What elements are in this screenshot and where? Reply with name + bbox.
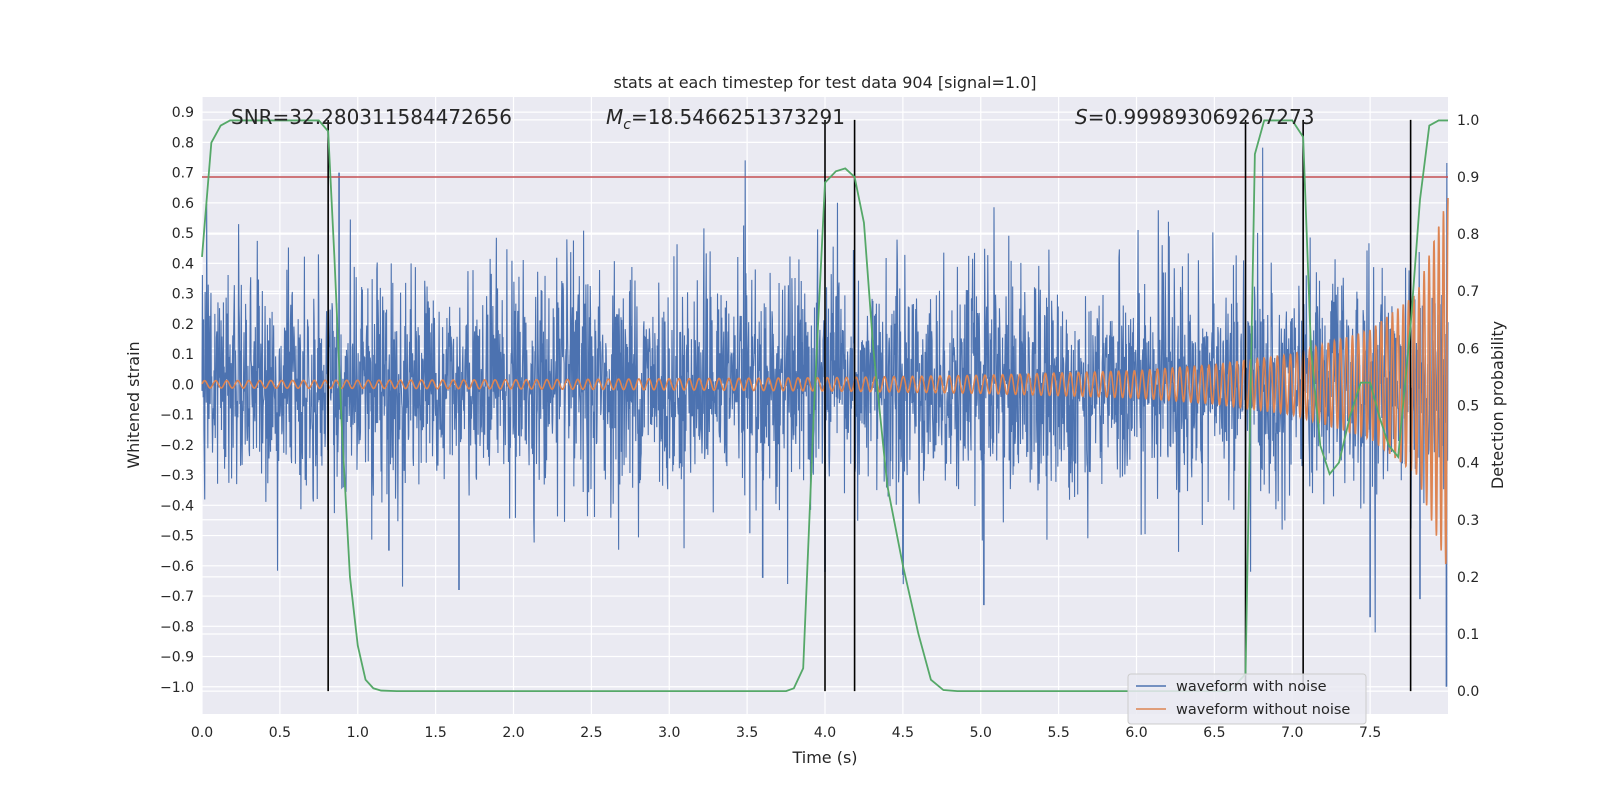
chart-title: stats at each timestep for test data 904… bbox=[613, 73, 1036, 92]
y-tick-label: 0.6 bbox=[172, 196, 194, 212]
y-axis-label: Whitened strain bbox=[124, 341, 143, 468]
y-tick-label: 0.7 bbox=[172, 166, 194, 182]
y-tick-label: 0.3 bbox=[172, 287, 194, 303]
y2-tick-label: 0.7 bbox=[1457, 284, 1479, 300]
y-tick-label: −0.5 bbox=[160, 529, 194, 545]
y2-tick-label: 0.5 bbox=[1457, 399, 1479, 415]
y-tick-label: 0.8 bbox=[172, 135, 194, 151]
vertical-lines bbox=[327, 119, 1412, 692]
y-tick-label: 0.5 bbox=[172, 226, 194, 242]
y-tick-label: −0.9 bbox=[160, 650, 194, 666]
y2-tick-label: 0.4 bbox=[1457, 456, 1479, 472]
snr-annotation: SNR=32.280311584472656 bbox=[231, 105, 512, 129]
legend-label-clean: waveform without noise bbox=[1176, 702, 1350, 718]
x-tick-label: 3.5 bbox=[736, 725, 758, 741]
x-tick-label: 6.0 bbox=[1125, 725, 1147, 741]
y2-tick-label: 0.3 bbox=[1457, 513, 1479, 529]
y2-tick-label: 0.9 bbox=[1457, 170, 1479, 186]
y-tick-label: 0.0 bbox=[172, 377, 194, 393]
probability-trace bbox=[201, 119, 1448, 693]
x-tick-label: 5.0 bbox=[970, 725, 992, 741]
y2-tick-label: 0.1 bbox=[1457, 627, 1479, 643]
y2-tick-label: 0.8 bbox=[1457, 227, 1479, 243]
y2-tick-label: 1.0 bbox=[1457, 113, 1479, 129]
x-tick-label: 6.5 bbox=[1203, 725, 1225, 741]
y2-tick-label: 0.0 bbox=[1457, 684, 1479, 700]
y-tick-label: −0.7 bbox=[160, 589, 194, 605]
x-tick-label: 7.0 bbox=[1281, 725, 1303, 741]
x-tick-label: 4.0 bbox=[814, 725, 836, 741]
legend: waveform with noise waveform without noi… bbox=[1127, 673, 1367, 725]
plot-area bbox=[201, 119, 1449, 693]
y-tick-label: −0.2 bbox=[160, 438, 194, 454]
x-tick-label: 0.0 bbox=[191, 725, 213, 741]
x-tick-label: 0.5 bbox=[269, 725, 291, 741]
y-tick-label: −0.8 bbox=[160, 619, 194, 635]
score-annotation: S=0.999893069267273 bbox=[1075, 105, 1314, 129]
y-tick-label: 0.4 bbox=[172, 256, 194, 272]
series-detection-probability bbox=[201, 119, 1448, 693]
chirp-mass-annotation: Mc=18.5466251373291 bbox=[606, 105, 845, 133]
x-tick-label: 4.5 bbox=[892, 725, 914, 741]
x-tick-label: 1.5 bbox=[424, 725, 446, 741]
y-tick-label: −0.4 bbox=[160, 498, 194, 514]
y-tick-label: 0.1 bbox=[172, 347, 194, 363]
x-tick-label: 2.5 bbox=[580, 725, 602, 741]
y-tick-label: −1.0 bbox=[160, 680, 194, 696]
y2-tick-label: 0.2 bbox=[1457, 570, 1479, 586]
y2-tick-label: 0.6 bbox=[1457, 341, 1479, 357]
score-symbol: S bbox=[1075, 105, 1088, 129]
y-tick-labels: 0.9 0.8 0.7 0.6 0.5 0.4 0.3 0.2 0.1 0.0 −0.1 −0.2 −0… bbox=[160, 105, 194, 696]
score-value: =0.999893069267273 bbox=[1088, 105, 1315, 129]
legend-label-noise: waveform with noise bbox=[1176, 679, 1327, 695]
y-tick-label: 0.9 bbox=[172, 105, 194, 121]
x-tick-label: 2.0 bbox=[502, 725, 524, 741]
y-tick-label: −0.3 bbox=[160, 468, 194, 484]
legend-box bbox=[1127, 673, 1367, 725]
y-tick-label: 0.2 bbox=[172, 317, 194, 333]
chirp-mass-subscript: c bbox=[623, 117, 631, 133]
chirp-mass-symbol: M bbox=[606, 105, 623, 129]
y-tick-label: −0.1 bbox=[160, 408, 194, 424]
x-axis-label: Time (s) bbox=[791, 748, 857, 767]
chirp-mass-value: =18.5466251373291 bbox=[631, 105, 845, 129]
y-tick-label: −0.6 bbox=[160, 559, 194, 575]
x-tick-label: 3.0 bbox=[658, 725, 680, 741]
y2-axis-label: Detection probability bbox=[1488, 321, 1507, 489]
x-tick-label: 7.5 bbox=[1359, 725, 1381, 741]
x-tick-label: 1.0 bbox=[347, 725, 369, 741]
x-tick-labels: 0.0 0.5 1.0 1.5 2.0 2.5 3.0 3.5 4.0 4.5 5.0 5.5 6.0 6… bbox=[191, 725, 1381, 741]
x-tick-label: 5.5 bbox=[1047, 725, 1069, 741]
y2-tick-labels: 1.0 0.9 0.8 0.7 0.6 0.5 0.4 0.3 0.2 0.1 0.0 bbox=[1457, 113, 1479, 700]
